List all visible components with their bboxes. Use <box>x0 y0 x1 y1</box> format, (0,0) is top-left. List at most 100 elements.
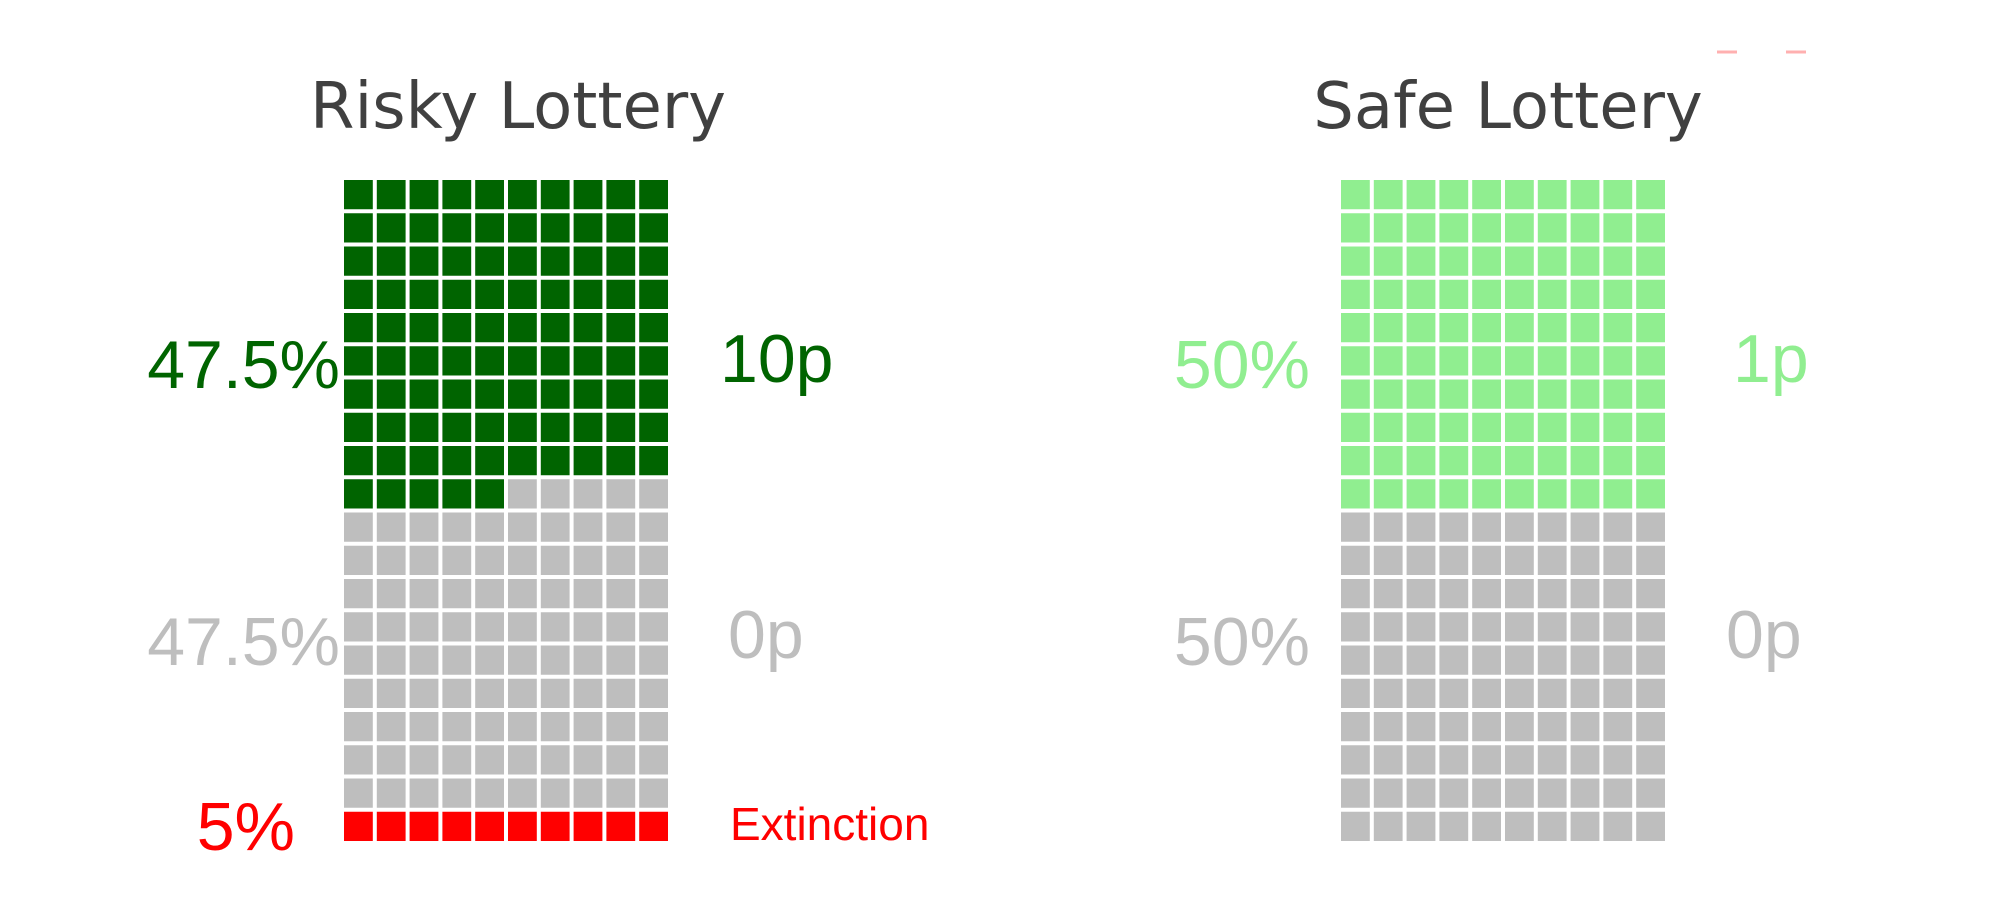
waffle-cell-1p <box>1373 213 1403 243</box>
waffle-cell-1p <box>1505 379 1534 409</box>
waffle-cell-1p <box>1570 180 1600 210</box>
waffle-cell-0p <box>573 678 603 708</box>
waffle-cell-1p <box>1603 246 1633 276</box>
waffle-cell-10p <box>376 279 406 309</box>
waffle-cell-1p <box>1439 446 1469 476</box>
waffle-cell-0p <box>1406 678 1436 708</box>
waffle-cell-0p <box>1341 678 1370 708</box>
waffle-cell-0p <box>1603 579 1633 609</box>
waffle-cell-10p <box>376 446 406 476</box>
waffle-cell-0p <box>1406 778 1436 808</box>
waffle-cell-1p <box>1472 213 1501 243</box>
waffle-cell-0p <box>508 712 537 742</box>
waffle-cell-1p <box>1373 446 1403 476</box>
waffle-cell-0p <box>409 545 439 575</box>
waffle-cell-0p <box>1373 579 1403 609</box>
waffle-cell-0p <box>1472 612 1501 642</box>
waffle-cell-0p <box>1570 712 1600 742</box>
waffle-cell-10p <box>540 246 570 276</box>
waffle-cell-0p <box>540 778 570 808</box>
waffle-cell-0p <box>376 678 406 708</box>
waffle-cell-10p <box>573 213 603 243</box>
waffle-cell-extinction <box>409 811 439 841</box>
waffle-cell-0p <box>1341 745 1370 775</box>
waffle-cell-0p <box>508 645 537 675</box>
safe-lottery-panel: Safe Lottery 50% 1p 50% 0p <box>1174 70 1809 841</box>
waffle-cell-0p <box>540 612 570 642</box>
waffle-cell-10p <box>508 213 537 243</box>
waffle-cell-1p <box>1472 379 1501 409</box>
waffle-cell-0p <box>1373 678 1403 708</box>
waffle-cell-0p <box>540 512 570 542</box>
waffle-cell-0p <box>1636 778 1665 808</box>
waffle-cell-0p <box>1636 745 1665 775</box>
waffle-cell-0p <box>639 645 668 675</box>
waffle-cell-0p <box>573 778 603 808</box>
waffle-cell-1p <box>1505 346 1534 376</box>
waffle-cell-0p <box>344 645 373 675</box>
waffle-cell-0p <box>1406 645 1436 675</box>
waffle-cell-1p <box>1406 313 1436 343</box>
waffle-cell-10p <box>376 346 406 376</box>
waffle-cell-0p <box>1406 545 1436 575</box>
waffle-cell-1p <box>1472 180 1501 210</box>
waffle-cell-1p <box>1570 279 1600 309</box>
waffle-cell-10p <box>475 412 504 442</box>
waffle-cell-0p <box>1603 745 1633 775</box>
waffle-cell-1p <box>1570 213 1600 243</box>
waffle-cell-0p <box>1472 678 1501 708</box>
waffle-cell-0p <box>409 712 439 742</box>
waffle-cell-1p <box>1603 412 1633 442</box>
waffle-cell-0p <box>1505 545 1534 575</box>
waffle-cell-0p <box>475 612 504 642</box>
waffle-cell-0p <box>639 612 668 642</box>
waffle-cell-0p <box>1570 579 1600 609</box>
waffle-cell-extinction <box>475 811 504 841</box>
waffle-cell-1p <box>1537 279 1567 309</box>
waffle-cell-0p <box>508 579 537 609</box>
waffle-cell-0p <box>1505 778 1534 808</box>
waffle-cell-10p <box>606 446 636 476</box>
waffle-cell-0p <box>344 712 373 742</box>
waffle-cell-0p <box>442 512 472 542</box>
waffle-cell-0p <box>1603 778 1633 808</box>
waffle-cell-10p <box>508 246 537 276</box>
waffle-cell-0p <box>442 678 472 708</box>
waffle-cell-1p <box>1505 313 1534 343</box>
waffle-cell-10p <box>409 279 439 309</box>
waffle-cell-0p <box>475 778 504 808</box>
waffle-cell-0p <box>1537 778 1567 808</box>
waffle-cell-1p <box>1505 279 1534 309</box>
waffle-cell-1p <box>1537 446 1567 476</box>
waffle-cell-0p <box>442 545 472 575</box>
waffle-cell-0p <box>606 678 636 708</box>
waffle-cell-1p <box>1439 479 1469 509</box>
waffle-cell-1p <box>1537 246 1567 276</box>
waffle-cell-10p <box>442 379 472 409</box>
risky-extinction-percent-label: 5% <box>197 789 295 865</box>
waffle-cell-10p <box>508 379 537 409</box>
waffle-cell-0p <box>1341 545 1370 575</box>
waffle-cell-0p <box>1570 678 1600 708</box>
waffle-cell-10p <box>540 213 570 243</box>
waffle-cell-0p <box>573 645 603 675</box>
waffle-cell-0p <box>1406 811 1436 841</box>
waffle-cell-10p <box>540 279 570 309</box>
waffle-cell-10p <box>442 479 472 509</box>
waffle-cell-10p <box>508 446 537 476</box>
waffle-cell-1p <box>1406 479 1436 509</box>
waffle-cell-10p <box>409 313 439 343</box>
waffle-cell-10p <box>442 346 472 376</box>
waffle-cell-0p <box>409 645 439 675</box>
waffle-cell-0p <box>1373 512 1403 542</box>
waffle-cell-0p <box>573 545 603 575</box>
waffle-cell-1p <box>1603 279 1633 309</box>
waffle-cell-10p <box>409 412 439 442</box>
waffle-cell-0p <box>409 678 439 708</box>
waffle-cell-0p <box>1472 712 1501 742</box>
waffle-cell-0p <box>376 512 406 542</box>
waffle-cell-10p <box>376 246 406 276</box>
waffle-cell-0p <box>1537 645 1567 675</box>
waffle-cell-0p <box>1505 712 1534 742</box>
waffle-cell-0p <box>1472 745 1501 775</box>
